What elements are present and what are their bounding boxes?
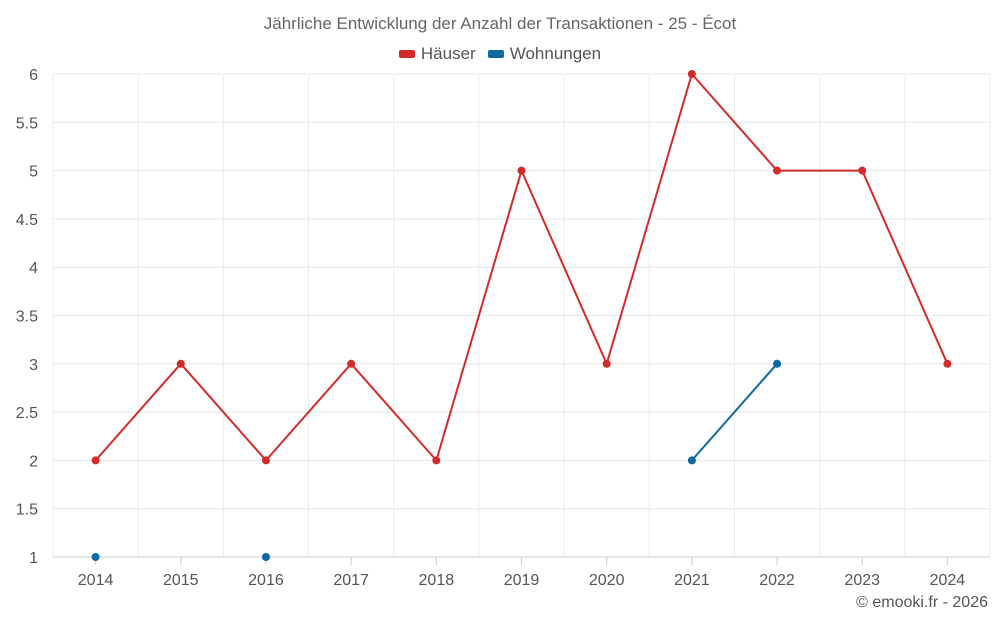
series-line-wohnungen <box>691 363 778 462</box>
data-point-wohnungen <box>261 553 270 561</box>
y-tick-label: 3 <box>29 357 38 374</box>
legend-item-wohnungen[interactable]: Wohnungen <box>487 44 602 64</box>
data-point-hauser <box>517 166 526 175</box>
series-wohnungen <box>91 359 782 561</box>
y-tick-label: 3.5 <box>16 309 38 326</box>
series <box>91 70 952 561</box>
data-point-hauser <box>347 359 356 368</box>
data-point-hauser <box>858 166 867 175</box>
legend-label-hauser: Häuser <box>420 44 476 63</box>
y-tick-label: 5 <box>29 164 38 181</box>
data-point-hauser <box>773 166 782 175</box>
data-point-wohnungen <box>91 553 100 561</box>
axes: 1 1.5 2 2.5 3 3.5 4 4.5 5 5.5 6 2014 2015 2016 2017 201… <box>16 67 990 589</box>
y-tick-label: 1 <box>29 550 38 567</box>
y-tick-label: 2 <box>29 453 38 470</box>
x-tick-label: 2017 <box>333 572 369 589</box>
copyright-credit: © emooki.fr - 2026 <box>856 594 988 611</box>
y-tick-label: 1.5 <box>16 502 38 519</box>
x-tick-label: 2023 <box>844 572 880 589</box>
x-tick-label: 2024 <box>930 572 966 589</box>
legend-swatch-hauser <box>398 50 415 58</box>
x-tick-label: 2021 <box>674 572 710 589</box>
legend-label-wohnungen: Wohnungen <box>509 44 602 63</box>
data-point-wohnungen <box>773 359 782 368</box>
chart-title: Jährliche Entwicklung der Anzahl der Tra… <box>263 14 737 33</box>
x-tick-label: 2014 <box>78 572 114 589</box>
x-tick-label: 2016 <box>248 572 284 589</box>
y-tick-label: 4.5 <box>16 212 38 229</box>
data-point-hauser <box>687 70 696 78</box>
y-tick-label: 5.5 <box>16 115 38 132</box>
data-point-hauser <box>943 359 952 368</box>
y-tick-label: 2.5 <box>16 405 38 422</box>
y-tick-label: 6 <box>29 67 38 84</box>
data-point-hauser <box>261 456 270 465</box>
legend-item-hauser[interactable]: Häuser <box>398 44 476 64</box>
data-point-hauser <box>91 456 100 465</box>
x-tick-label: 2019 <box>504 572 540 589</box>
x-tick-label: 2022 <box>759 572 795 589</box>
data-point-hauser <box>432 456 441 465</box>
x-tick-label: 2020 <box>589 572 625 589</box>
legend: Häuser Wohnungen <box>0 44 1000 64</box>
data-point-hauser <box>602 359 611 368</box>
data-point-wohnungen <box>687 456 696 465</box>
x-tick-label: 2018 <box>419 572 455 589</box>
data-point-hauser <box>176 359 185 368</box>
legend-swatch-wohnungen <box>487 50 504 58</box>
y-tick-label: 4 <box>29 260 38 277</box>
grid <box>52 73 991 558</box>
x-tick-label: 2015 <box>163 572 199 589</box>
series-hauser <box>91 70 952 465</box>
